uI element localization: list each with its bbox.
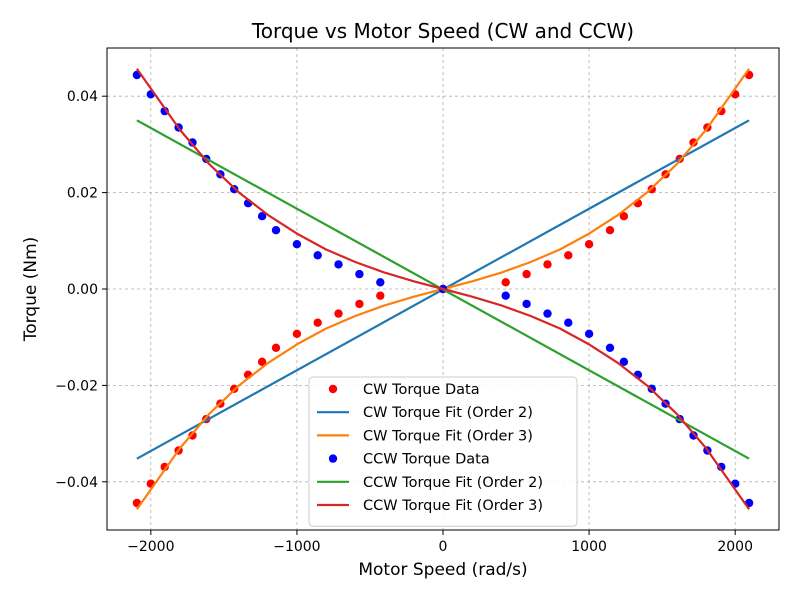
legend-item: CCW Torque Data [328, 452, 490, 468]
x-axis-title: Motor Speed (rad/s) [358, 560, 527, 580]
legend-label: CW Torque Data [363, 382, 480, 398]
data-point [584, 329, 594, 338]
data-point [522, 299, 531, 309]
x-tick-label: −2000 [127, 539, 174, 555]
y-tick-label: −0.02 [55, 378, 98, 394]
legend-label: CW Torque Fit (Order 3) [363, 428, 533, 444]
data-point [271, 226, 281, 235]
legend-label: CCW Torque Fit (Order 2) [363, 475, 543, 491]
data-point [160, 106, 169, 116]
data-point [376, 278, 385, 287]
data-point [292, 329, 302, 338]
y-tick-label: 0.00 [67, 282, 98, 298]
y-axis-title: Torque (Nm) [21, 237, 41, 343]
data-point [334, 309, 343, 318]
data-point [501, 291, 510, 300]
y-tick-label: 0.02 [67, 186, 98, 202]
data-point [564, 251, 573, 260]
legend-item: CCW Torque Fit (Order 2) [317, 475, 543, 491]
data-point [543, 309, 552, 318]
data-point [257, 357, 267, 366]
legend-label: CCW Torque Fit (Order 3) [363, 498, 543, 514]
data-point [257, 212, 267, 221]
legend-box [308, 376, 578, 527]
legend-label: CW Torque Fit (Order 2) [363, 405, 533, 421]
legend-item: CW Torque Fit (Order 2) [317, 405, 533, 421]
data-point [619, 357, 629, 366]
legend-item: CCW Torque Fit (Order 3) [317, 498, 543, 514]
series-layer [132, 68, 754, 510]
y-tick-label: −0.04 [55, 475, 98, 491]
data-point [501, 278, 510, 287]
series-line-ccw-torque-fit-order-3 [136, 68, 750, 510]
x-tick-label: 2000 [717, 539, 753, 555]
y-tick-label: 0.04 [67, 89, 98, 105]
series-ccw-torque-fit-order-3 [136, 68, 750, 510]
data-point [292, 240, 302, 249]
data-point [334, 260, 343, 269]
x-tick-label: −1000 [273, 539, 320, 555]
legend-item: CW Torque Fit (Order 3) [317, 428, 533, 444]
data-point [717, 106, 726, 116]
data-point [543, 260, 552, 269]
data-point [522, 269, 531, 279]
legend: CW Torque Data CW Torque Fit (Order 2) CW … [308, 376, 578, 527]
x-tick-label: 1000 [571, 539, 607, 555]
data-point [619, 212, 629, 221]
ticks-layer: −2000 −1000 0 1000 2000 −0.04 −0.02 0.00 0.02 0.0… [55, 89, 753, 555]
data-point [605, 343, 615, 352]
data-point [355, 269, 364, 279]
x-tick-label: 0 [439, 539, 448, 555]
legend-label: CCW Torque Data [363, 452, 490, 468]
data-point [271, 343, 281, 352]
chart-title: Torque vs Motor Speed (CW and CCW) [251, 19, 634, 43]
legend-swatch-marker [328, 454, 338, 463]
data-point [313, 318, 322, 327]
data-point [355, 299, 364, 309]
data-point [160, 462, 169, 472]
data-point [717, 462, 726, 472]
data-point [376, 291, 385, 300]
data-point [313, 251, 322, 260]
legend-item: CW Torque Data [328, 382, 480, 398]
legend-swatch-marker [328, 384, 338, 394]
data-point [605, 226, 615, 235]
data-point [584, 240, 594, 249]
data-point [564, 318, 573, 327]
